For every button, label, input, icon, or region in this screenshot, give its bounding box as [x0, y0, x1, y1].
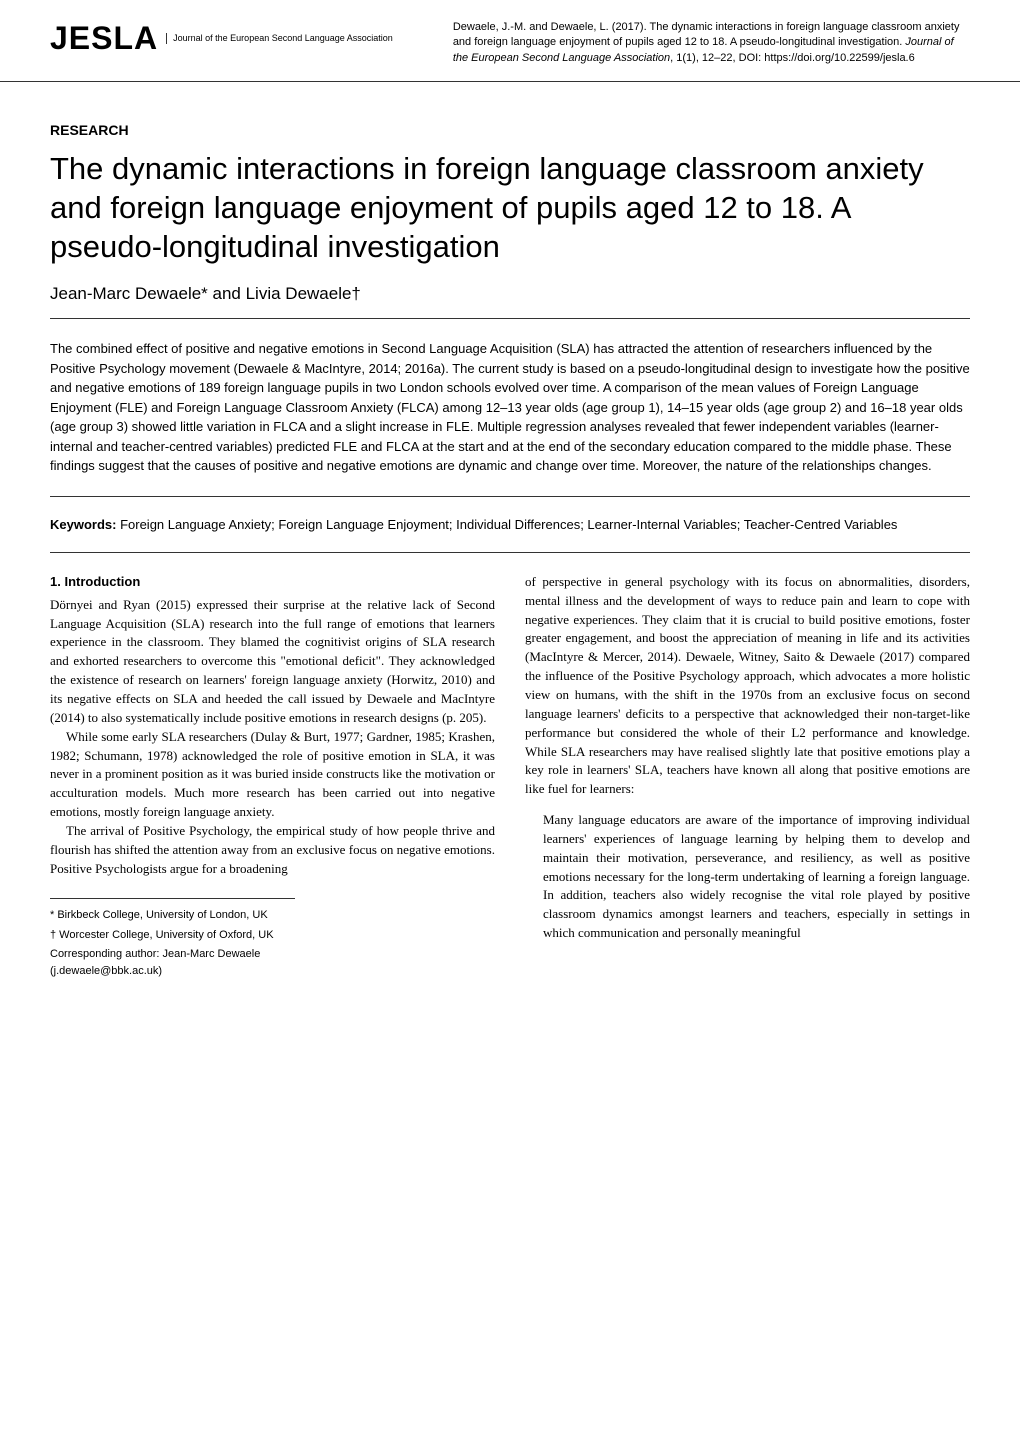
footnote: Corresponding author: Jean-Marc Dewaele … [50, 946, 295, 979]
left-column: 1. Introduction Dörnyei and Ryan (2015) … [50, 573, 495, 983]
keywords-list: Foreign Language Anxiety; Foreign Langua… [116, 517, 897, 532]
citation-text: Dewaele, J.-M. and Dewaele, L. (2017). T… [453, 21, 960, 48]
footnote: † Worcester College, University of Oxfor… [50, 927, 295, 944]
body-paragraph: While some early SLA researchers (Dulay … [50, 728, 495, 822]
body-paragraph: Dörnyei and Ryan (2015) expressed their … [50, 596, 495, 728]
divider [50, 552, 970, 553]
journal-acronym: JESLA [50, 20, 158, 57]
body-columns: 1. Introduction Dörnyei and Ryan (2015) … [50, 573, 970, 983]
footnote: * Birkbeck College, University of London… [50, 907, 295, 924]
article-content: RESEARCH The dynamic interactions in for… [0, 82, 1020, 1012]
keywords-block: Keywords: Foreign Language Anxiety; Fore… [50, 517, 970, 532]
block-quote: Many language educators are aware of the… [543, 811, 970, 943]
body-paragraph: The arrival of Positive Psychology, the … [50, 822, 495, 879]
footnotes: * Birkbeck College, University of London… [50, 898, 295, 979]
citation-suffix: , 1(1), 12–22, DOI: https://doi.org/10.2… [670, 52, 915, 64]
article-title: The dynamic interactions in foreign lang… [50, 150, 970, 266]
right-column: of perspective in general psychology wit… [525, 573, 970, 983]
journal-subtitle: Journal of the European Second Language … [166, 33, 393, 44]
body-paragraph: of perspective in general psychology wit… [525, 573, 970, 799]
divider [50, 318, 970, 319]
journal-brand: JESLA Journal of the European Second Lan… [50, 20, 393, 57]
section-heading: 1. Introduction [50, 573, 495, 592]
citation-block: Dewaele, J.-M. and Dewaele, L. (2017). T… [453, 20, 970, 66]
abstract: The combined effect of positive and nega… [50, 339, 970, 476]
divider [50, 496, 970, 497]
keywords-label: Keywords: [50, 517, 116, 532]
article-authors: Jean-Marc Dewaele* and Livia Dewaele† [50, 284, 970, 304]
page-header: JESLA Journal of the European Second Lan… [0, 0, 1020, 82]
article-type-label: RESEARCH [50, 122, 970, 138]
